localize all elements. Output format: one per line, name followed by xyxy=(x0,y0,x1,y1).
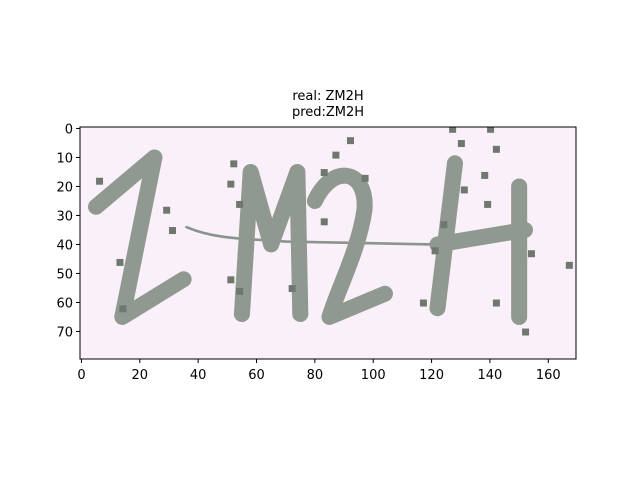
x-tick-label: 40 xyxy=(190,368,207,383)
y-tick-label: 50 xyxy=(56,267,73,282)
y-tick-label: 30 xyxy=(56,209,73,224)
y-tick-label: 0 xyxy=(65,122,73,137)
title-line: real: ZM2H xyxy=(292,89,363,104)
y-tick-label: 40 xyxy=(56,238,73,253)
y-tick-label: 20 xyxy=(56,180,73,195)
x-tick-label: 100 xyxy=(361,368,386,383)
x-tick-label: 140 xyxy=(478,368,503,383)
x-tick-label: 120 xyxy=(419,368,444,383)
captcha-image xyxy=(80,127,577,359)
y-tick-label: 60 xyxy=(56,296,73,311)
x-tick-label: 80 xyxy=(307,368,324,383)
x-tick-label: 20 xyxy=(132,368,149,383)
axes-frame xyxy=(79,126,577,360)
x-tick-label: 60 xyxy=(248,368,265,383)
title-line: pred:ZM2H xyxy=(292,105,364,120)
x-tick-label: 0 xyxy=(77,368,85,383)
x-tick-label: 160 xyxy=(536,368,561,383)
y-tick-label: 10 xyxy=(56,151,73,166)
y-tick-label: 70 xyxy=(56,325,73,340)
